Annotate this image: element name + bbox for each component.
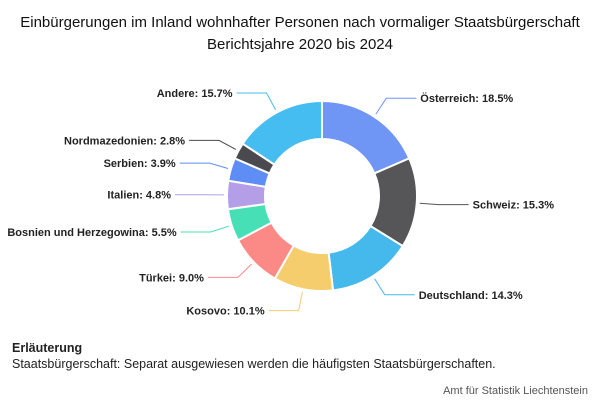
source-credit: Amt für Statistik Liechtenstein [443, 385, 588, 397]
slices-group [226, 99, 418, 292]
connector-osterreich [375, 97, 417, 115]
data-label-andere: Andere: 15.7% [157, 88, 233, 100]
slice-andere[interactable] [241, 99, 323, 166]
data-label-nordmazedonien: Nordmazedonien: 2.8% [64, 135, 185, 147]
connector-andere [236, 92, 276, 110]
connector-deutschland [374, 278, 415, 296]
connector-kosovo [268, 291, 303, 312]
slice-osterreich[interactable] [321, 99, 411, 175]
chart-title: Einbürgerungen im Inland wohnhafter Pers… [20, 14, 580, 31]
data-label-bosnien-und-herzegowina: Bosnien und Herzegowina: 5.5% [7, 227, 177, 239]
data-label-kosovo: Kosovo: 10.1% [186, 306, 264, 318]
connector-turkei [207, 263, 252, 278]
explanation-text: Staatsbürgerschaft: Separat ausgewiesen … [12, 357, 496, 371]
explanation-note: Erläuterung Staatsbürgerschaft: Separat … [12, 340, 592, 372]
connector-serbien [179, 162, 229, 169]
chart-subtitle: Berichtsjahre 2020 bis 2024 [207, 36, 393, 53]
data-label-serbien: Serbien: 3.9% [104, 158, 176, 170]
donut-chart: Einbürgerungen im Inland wohnhafter Pers… [7, 14, 580, 318]
connector-schweiz [419, 202, 469, 206]
data-label-schweiz: Schweiz: 15.3% [473, 200, 555, 212]
explanation-heading: Erläuterung [12, 341, 83, 355]
data-label-osterreich: Österreich: 18.5% [420, 92, 513, 105]
labels-group: Österreich: 18.5% Schweiz: 15.3% Deutschla… [7, 88, 554, 318]
data-label-deutschland: Deutschland: 14.3% [419, 290, 523, 302]
data-label-italien: Italien: 4.8% [107, 190, 171, 202]
data-label-turkei: Türkei: 9.0% [139, 272, 204, 284]
connector-nordmazedonien [189, 139, 237, 150]
connector-bosnien-und-herzegowina [180, 225, 229, 233]
